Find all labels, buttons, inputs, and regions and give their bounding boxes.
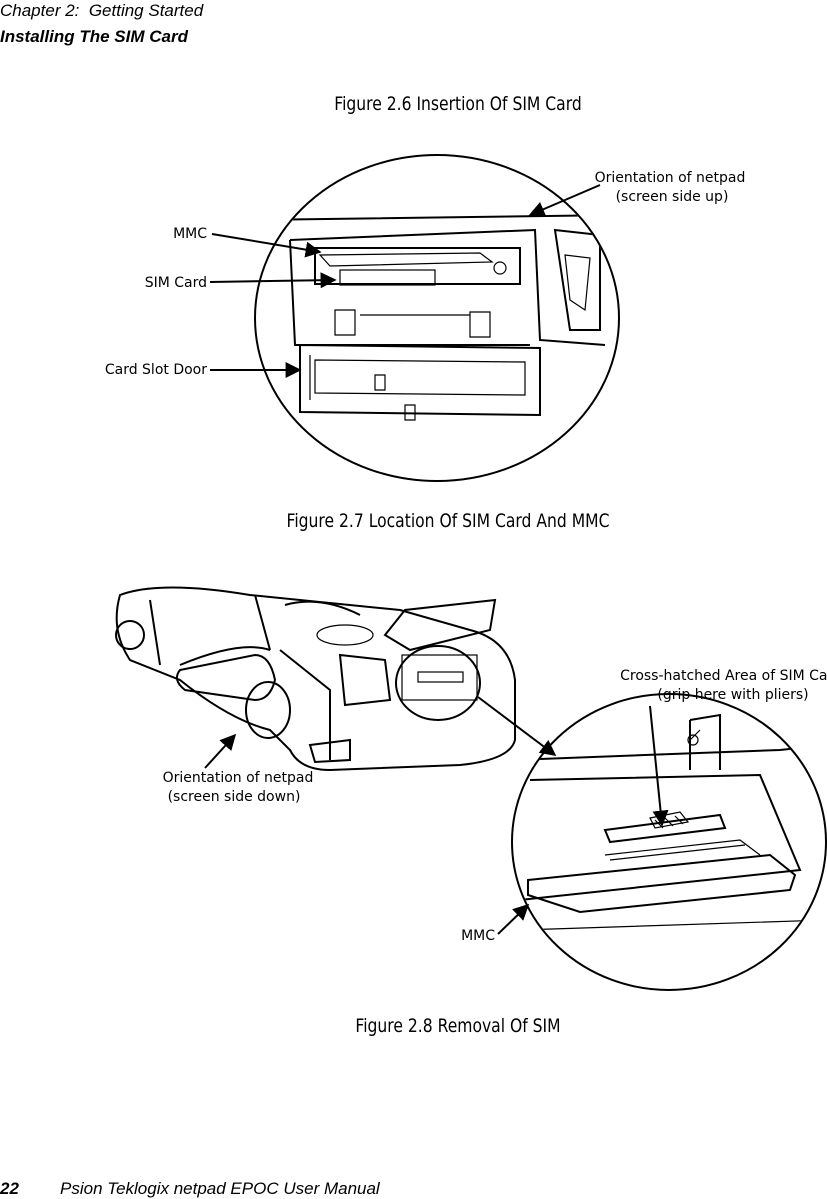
label: (screen side down) [168,789,301,805]
footer-title: Psion Teklogix netpad EPOC User Manual [60,1179,381,1198]
chapter: Chapter 2: Getting Started [0,1,204,20]
label: MMC [461,928,495,944]
label: Card Slot Door [105,362,207,378]
caption: Figure 2.6 Insertion Of SIM Card [334,94,581,116]
caption: Figure 2.8 Removal Of SIM [355,1016,560,1038]
caption: Figure 2.7 Location Of SIM Card And MMC [287,511,610,533]
page-number: 22 [0,1179,19,1198]
label: Orientation of netpad [163,770,314,786]
label: (grip here with pliers) [657,687,808,703]
figure-sim-location [115,586,516,772]
label: (screen side up) [616,189,729,205]
figure-sim-insertion [254,154,620,482]
section: Installing The SIM Card [0,27,189,46]
label: SIM Card [145,275,207,291]
figure-sim-detail [511,693,827,991]
label: MMC [173,226,207,242]
label: Cross-hatched Area of SIM Card [620,668,827,684]
label: Orientation of netpad [595,170,746,186]
